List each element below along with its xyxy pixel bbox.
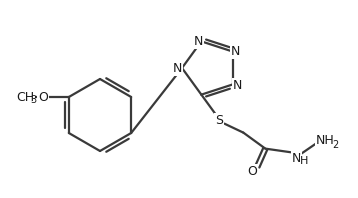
Text: O: O bbox=[38, 90, 48, 104]
Text: H: H bbox=[300, 156, 309, 166]
Text: N: N bbox=[233, 79, 242, 92]
Text: S: S bbox=[216, 114, 223, 127]
Text: O: O bbox=[247, 165, 257, 178]
Text: 3: 3 bbox=[31, 95, 37, 105]
Text: 2: 2 bbox=[332, 140, 338, 150]
Text: N: N bbox=[194, 35, 203, 48]
Text: N: N bbox=[231, 45, 240, 58]
Text: N: N bbox=[172, 62, 182, 74]
Text: N: N bbox=[292, 152, 301, 165]
Text: CH: CH bbox=[16, 90, 34, 104]
Text: NH: NH bbox=[316, 134, 335, 147]
